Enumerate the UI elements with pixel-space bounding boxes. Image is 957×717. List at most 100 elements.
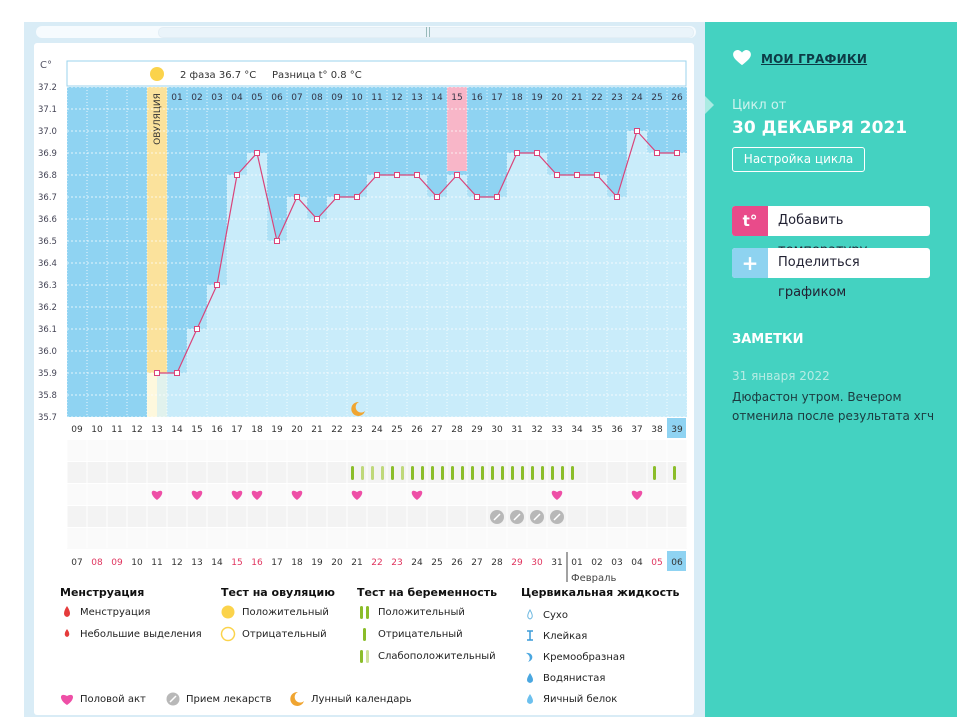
cycle-day-label: 11 <box>111 425 122 435</box>
pregnancy-test-stripe <box>491 466 494 480</box>
y-tick-label: 36.7 <box>38 193 57 203</box>
pregnancy-test-stripe <box>531 466 534 480</box>
phase-day-label: 09 <box>331 93 343 103</box>
pregnancy-test-stripe <box>481 466 484 480</box>
medication-pill-line <box>493 513 501 521</box>
temperature-icon: t° <box>732 206 768 236</box>
intercourse-heart-icon <box>411 490 423 500</box>
share-chart-button[interactable]: + Поделиться графиком <box>732 248 930 300</box>
phase-day-label: 15 <box>451 93 462 103</box>
calendar-date-label: 19 <box>311 558 323 568</box>
calendar-date-label: 05 <box>651 558 662 568</box>
temperature-point <box>414 172 420 178</box>
plus-icon: + <box>732 248 768 278</box>
intercourse-heart-icon <box>631 490 643 500</box>
phase-day-label: 25 <box>651 93 662 103</box>
temperature-point <box>494 194 500 200</box>
legend-ovulation-title: Тест на овуляцию <box>221 586 335 599</box>
legend-cervical-title: Цервикальная жидкость <box>521 586 680 599</box>
spotting-drop-icon <box>64 629 70 637</box>
ovulation-positive-icon <box>221 605 235 619</box>
y-axis-area <box>37 87 67 417</box>
cycle-day-label: 37 <box>631 425 642 435</box>
my-charts-title[interactable]: МОИ ГРАФИКИ <box>761 52 868 66</box>
temperature-point <box>634 128 640 134</box>
temperature-point <box>554 172 560 178</box>
temperature-point <box>394 172 400 178</box>
month-label: Февраль <box>571 573 617 584</box>
pregnancy-positive-icon-2 <box>366 606 369 619</box>
pregnancy-test-stripe <box>391 466 394 480</box>
phase-day-label: 17 <box>491 93 502 103</box>
y-tick-label: 36.2 <box>38 303 57 313</box>
event-row <box>67 528 687 549</box>
calendar-date-label: 04 <box>631 558 643 568</box>
calendar-date-label: 22 <box>371 558 382 568</box>
phase-day-label: 13 <box>411 93 422 103</box>
collapse-arrow-icon <box>705 96 714 114</box>
ovulation-column <box>147 87 167 417</box>
y-axis-unit: C° <box>40 60 52 71</box>
pregnancy-test-stripe <box>361 466 364 480</box>
legend-pregnancy-positive: Положительный <box>378 607 465 618</box>
cycle-day-label: 36 <box>611 425 623 435</box>
temperature-point <box>194 326 200 332</box>
legend-pill-line <box>169 695 177 703</box>
temperature-point <box>594 172 600 178</box>
cycle-settings-button[interactable]: Настройка цикла <box>732 147 865 172</box>
event-row <box>67 440 687 461</box>
calendar-date-label: 01 <box>571 558 582 568</box>
sidebar: МОИ ГРАФИКИ Цикл от 30 ДЕКАБРЯ 2021 Наст… <box>705 22 957 717</box>
cycle-day-label: 31 <box>511 425 522 435</box>
calendar-row <box>67 550 687 574</box>
legend-menstruation-title: Менструация <box>60 586 145 599</box>
legend-spotting: Небольшие выделения <box>80 629 202 640</box>
calendar-date-label: 06 <box>671 558 683 568</box>
calendar-date-label: 07 <box>71 558 82 568</box>
note-date: 31 января 2022 <box>732 369 830 383</box>
temperature-point <box>294 194 300 200</box>
event-row <box>67 462 687 483</box>
legend-cervical-sticky: Клейкая <box>543 631 588 642</box>
cycle-day-label: 33 <box>551 425 562 435</box>
temperature-point <box>274 238 280 244</box>
temperature-point <box>154 370 160 376</box>
y-tick-label: 35.9 <box>38 369 57 379</box>
menstruation-drop-icon <box>64 606 70 617</box>
y-tick-label: 37.0 <box>38 127 57 137</box>
pregnancy-test-stripe <box>541 466 544 480</box>
legend-menstruation: Менструация <box>80 607 151 618</box>
ovulation-label: ОВУЛЯЦИЯ <box>153 93 163 145</box>
temperature-point <box>354 194 360 200</box>
legend-medication: Прием лекарств <box>186 694 272 705</box>
pregnancy-test-stripe <box>401 466 404 480</box>
add-temperature-button[interactable]: t° Добавить температуру <box>732 206 930 258</box>
pregnancy-test-stripe <box>561 466 564 480</box>
medication-pill-line <box>533 513 541 521</box>
pregnancy-test-stripe <box>461 466 464 480</box>
chart-header-bar <box>66 60 687 87</box>
pregnancy-test-stripe <box>431 466 434 480</box>
highlighted-phase-column <box>447 87 467 171</box>
legend-pregnancy-title: Тест на беременность <box>357 586 498 599</box>
phase-day-label: 02 <box>191 93 202 103</box>
temperature-point <box>174 370 180 376</box>
phase-label: 2 фаза 36.7 °C <box>180 70 256 81</box>
calendar-date-label: 16 <box>251 558 263 568</box>
cycle-day-row <box>67 417 687 439</box>
calendar-date-label: 03 <box>611 558 622 568</box>
pregnancy-negative-icon <box>363 628 366 641</box>
calendar-date-label: 20 <box>331 558 343 568</box>
medication-pill-line <box>513 513 521 521</box>
temperature-point <box>254 150 260 156</box>
cycle-day-label: 23 <box>351 425 362 435</box>
pregnancy-test-stripe <box>511 466 514 480</box>
temperature-point <box>454 172 460 178</box>
pregnancy-test-stripe <box>501 466 504 480</box>
calendar-date-label: 11 <box>151 558 162 568</box>
cycle-day-label: 29 <box>471 425 483 435</box>
calendar-date-label: 29 <box>511 558 523 568</box>
calendar-date-label: 17 <box>271 558 282 568</box>
phase-day-label: 10 <box>351 93 363 103</box>
cycle-day-label: 13 <box>151 425 162 435</box>
